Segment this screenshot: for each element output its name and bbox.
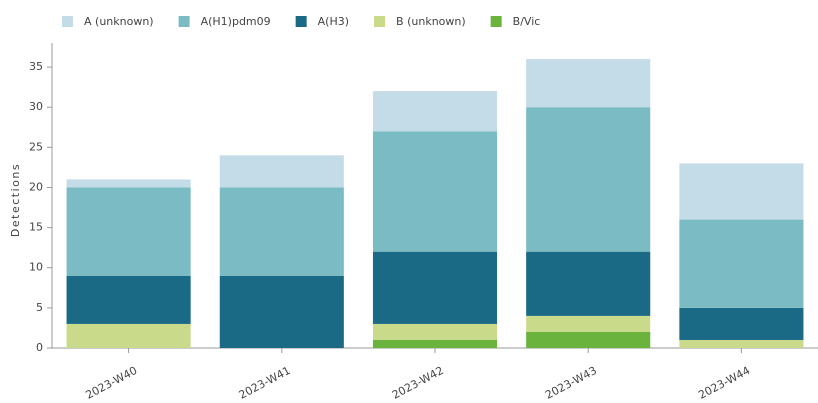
y-tick-label: 5 xyxy=(36,301,43,314)
legend-swatch xyxy=(490,16,502,27)
x-tick-label: 2023-W42 xyxy=(390,364,446,402)
legend-label: A(H1)pdm09 xyxy=(201,15,271,28)
y-tick-label: 35 xyxy=(29,60,43,73)
bar-segment xyxy=(372,251,498,324)
bar-segment xyxy=(66,187,191,276)
bar-segment xyxy=(679,307,804,340)
bar-segment xyxy=(679,339,804,348)
bar-segment xyxy=(219,187,344,276)
y-tick-label: 0 xyxy=(36,341,43,354)
bar-segment xyxy=(66,179,191,188)
y-tick-label: 20 xyxy=(29,180,43,193)
bar-segment xyxy=(219,155,344,188)
legend-swatch xyxy=(62,16,73,27)
bar-segment xyxy=(66,323,191,348)
bar-segment xyxy=(66,275,191,324)
bar-segment xyxy=(526,315,651,332)
y-tick-label: 25 xyxy=(29,140,43,153)
bar-segment xyxy=(526,331,651,348)
bar-segment xyxy=(679,219,804,308)
bar-segment xyxy=(526,59,651,108)
bar-segment xyxy=(372,339,498,348)
legend-label: A(H3) xyxy=(318,15,349,28)
y-tick-label: 30 xyxy=(29,100,43,113)
legend-label: B/Vic xyxy=(513,15,541,28)
bar-segment xyxy=(679,163,804,220)
y-axis-label: Detections xyxy=(9,163,22,237)
bar-segment xyxy=(372,91,498,132)
bar-segment xyxy=(372,131,498,252)
legend-swatch xyxy=(374,16,386,27)
x-tick-label: 2023-W40 xyxy=(84,364,140,402)
x-tick-label: 2023-W43 xyxy=(543,364,599,402)
y-tick-label: 15 xyxy=(29,221,43,234)
x-tick-label: 2023-W41 xyxy=(237,364,293,402)
bar-segment xyxy=(526,107,651,252)
bar-segment xyxy=(219,275,344,348)
legend-label: B (unknown) xyxy=(396,15,466,28)
y-tick-label: 10 xyxy=(29,261,43,274)
legend-label: A (unknown) xyxy=(84,15,154,28)
legend-swatch xyxy=(178,16,190,27)
bar-segment xyxy=(372,323,498,340)
legend-swatch xyxy=(295,16,307,27)
x-tick-label: 2023-W44 xyxy=(696,364,752,402)
bar-segment xyxy=(526,251,651,316)
